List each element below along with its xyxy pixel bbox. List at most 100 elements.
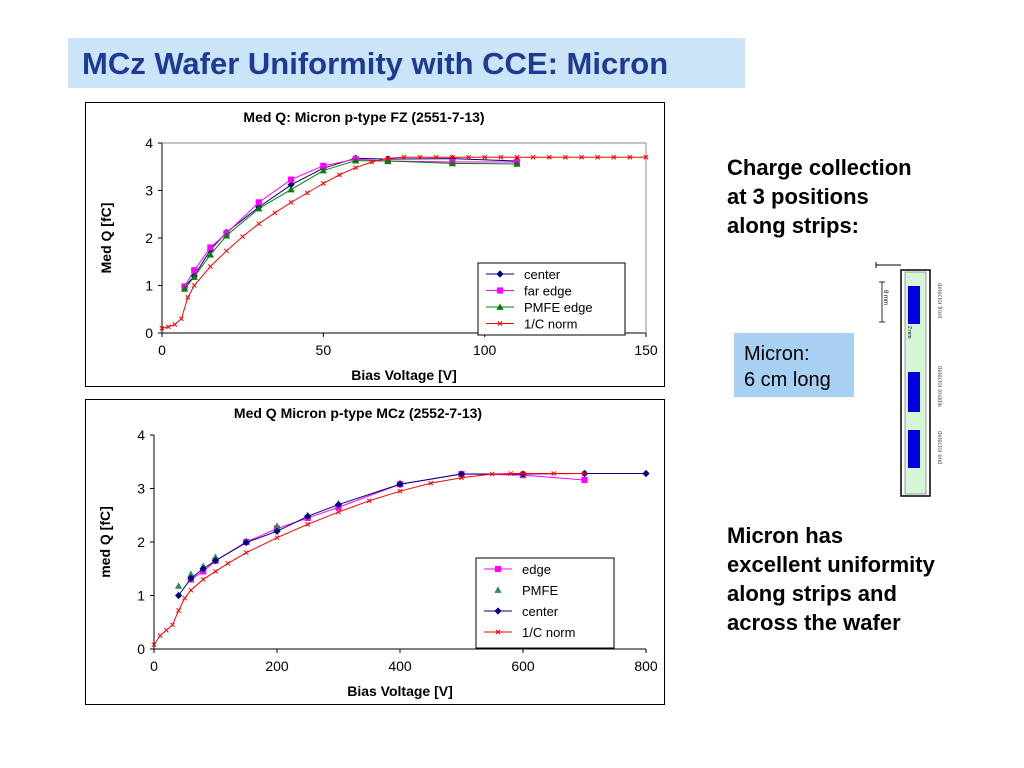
x-tick-label: 150 <box>634 342 658 358</box>
data-point <box>546 154 552 160</box>
data-point <box>207 244 214 251</box>
y-tick-label: 0 <box>145 325 153 341</box>
data-point <box>336 509 341 515</box>
y-tick-label: 3 <box>137 481 145 497</box>
x-tick-label: 100 <box>473 342 497 358</box>
chart-mcz-panel: Med Q Micron p-type MCz (2552-7-13) 0 1 2 3 4… <box>85 399 665 705</box>
data-point <box>165 324 171 330</box>
y-tick-label: 2 <box>145 230 153 246</box>
data-point <box>448 155 456 163</box>
data-point <box>369 159 375 165</box>
detector-strip-end <box>908 430 920 468</box>
data-point <box>178 316 184 322</box>
data-point <box>466 154 471 160</box>
data-point <box>207 264 213 269</box>
legend-label: center <box>522 604 559 619</box>
series-1-c-norm <box>159 154 649 331</box>
legend-marker <box>496 287 504 294</box>
legend-marker <box>494 565 502 573</box>
data-point <box>206 251 214 258</box>
data-point <box>579 154 584 160</box>
y-tick-label: 4 <box>137 427 145 443</box>
legend-label: 1/C norm <box>522 625 575 640</box>
data-point <box>551 471 557 476</box>
data-point <box>287 181 295 189</box>
collection-line: along strips: <box>727 213 860 238</box>
x-tick-label: 50 <box>316 342 332 358</box>
data-point <box>225 560 231 566</box>
legend-box <box>475 557 615 649</box>
detector-strip-front <box>908 286 920 324</box>
data-point <box>417 154 423 160</box>
label-detector-end: detector end <box>936 431 942 464</box>
data-point <box>319 166 327 174</box>
data-point <box>199 565 207 573</box>
legend-marker <box>495 629 501 635</box>
legend: edge PMFE center 1/C norm <box>475 557 615 649</box>
data-point <box>428 480 434 486</box>
y-tick-label: 1 <box>137 588 145 604</box>
data-point <box>305 521 311 527</box>
x-axis-label: Bias Voltage [V] <box>347 683 453 699</box>
collection-text: Charge collection at 3 positions along s… <box>727 153 987 240</box>
y-axis-label: Med Q [fC] <box>98 203 114 274</box>
legend-marker <box>496 303 504 310</box>
data-point <box>520 471 526 476</box>
chart-title: Med Q: Micron p-type FZ (2551-7-13) <box>243 109 484 125</box>
uniformity-line: Micron has <box>727 523 844 548</box>
data-point <box>222 232 231 239</box>
chart-fz: Med Q: Micron p-type FZ (2551-7-13) 0 1 2 3 4… <box>98 109 658 383</box>
data-point <box>163 627 169 633</box>
data-point <box>191 283 197 288</box>
micron-line: 6 cm long <box>744 369 831 391</box>
data-point <box>224 248 229 254</box>
data-point <box>514 154 520 160</box>
data-point <box>272 210 278 216</box>
collection-line: Charge collection <box>727 155 912 180</box>
page-title: MCz Wafer Uniformity with CCE: Micron <box>82 46 669 81</box>
data-point <box>642 469 650 478</box>
legend-label: edge <box>522 562 551 577</box>
data-point <box>627 154 633 160</box>
series-1-c-norm <box>151 471 587 648</box>
data-point <box>397 488 403 494</box>
chart-title: Med Q Micron p-type MCz (2552-7-13) <box>234 405 482 421</box>
detector-diagram: 8 mm 2 mm detector front detector middle… <box>875 262 942 497</box>
data-point <box>433 154 439 160</box>
legend-label: PMFE <box>522 583 558 598</box>
data-point <box>255 204 263 212</box>
data-point <box>176 608 182 613</box>
detector-strip-middle <box>908 372 920 412</box>
data-point <box>334 500 343 509</box>
data-point <box>191 267 198 274</box>
data-point <box>255 199 262 206</box>
data-point <box>304 512 312 520</box>
chart-mcz: Med Q Micron p-type MCz (2552-7-13) 0 1 2 3 4… <box>97 405 658 699</box>
chart-fz-panel: Med Q: Micron p-type FZ (2551-7-13) 0 1 2 3 4… <box>85 102 665 387</box>
y-tick-label: 2 <box>137 534 145 550</box>
data-point <box>240 234 246 240</box>
data-point <box>187 574 195 582</box>
data-point <box>175 582 183 589</box>
uniformity-line: excellent uniformity <box>727 552 935 577</box>
y-tick-label: 4 <box>145 135 153 151</box>
label-detector-middle: detector middle <box>936 366 942 408</box>
series-center <box>180 154 521 291</box>
series-line <box>184 157 517 288</box>
data-point <box>256 221 262 227</box>
data-point <box>448 159 456 167</box>
y-tick-label: 1 <box>145 278 153 294</box>
data-point <box>175 591 183 600</box>
data-point <box>366 498 372 504</box>
y-tick-label: 0 <box>137 641 145 657</box>
data-point <box>180 285 189 292</box>
data-point <box>200 576 206 582</box>
x-tick-label: 0 <box>158 342 166 358</box>
data-point <box>320 162 327 169</box>
data-point <box>287 176 295 183</box>
data-point <box>643 154 649 160</box>
title-box: MCz Wafer Uniformity with CCE: Micron <box>68 38 745 88</box>
data-point <box>274 535 280 541</box>
uniformity-line: across the wafer <box>727 610 901 635</box>
